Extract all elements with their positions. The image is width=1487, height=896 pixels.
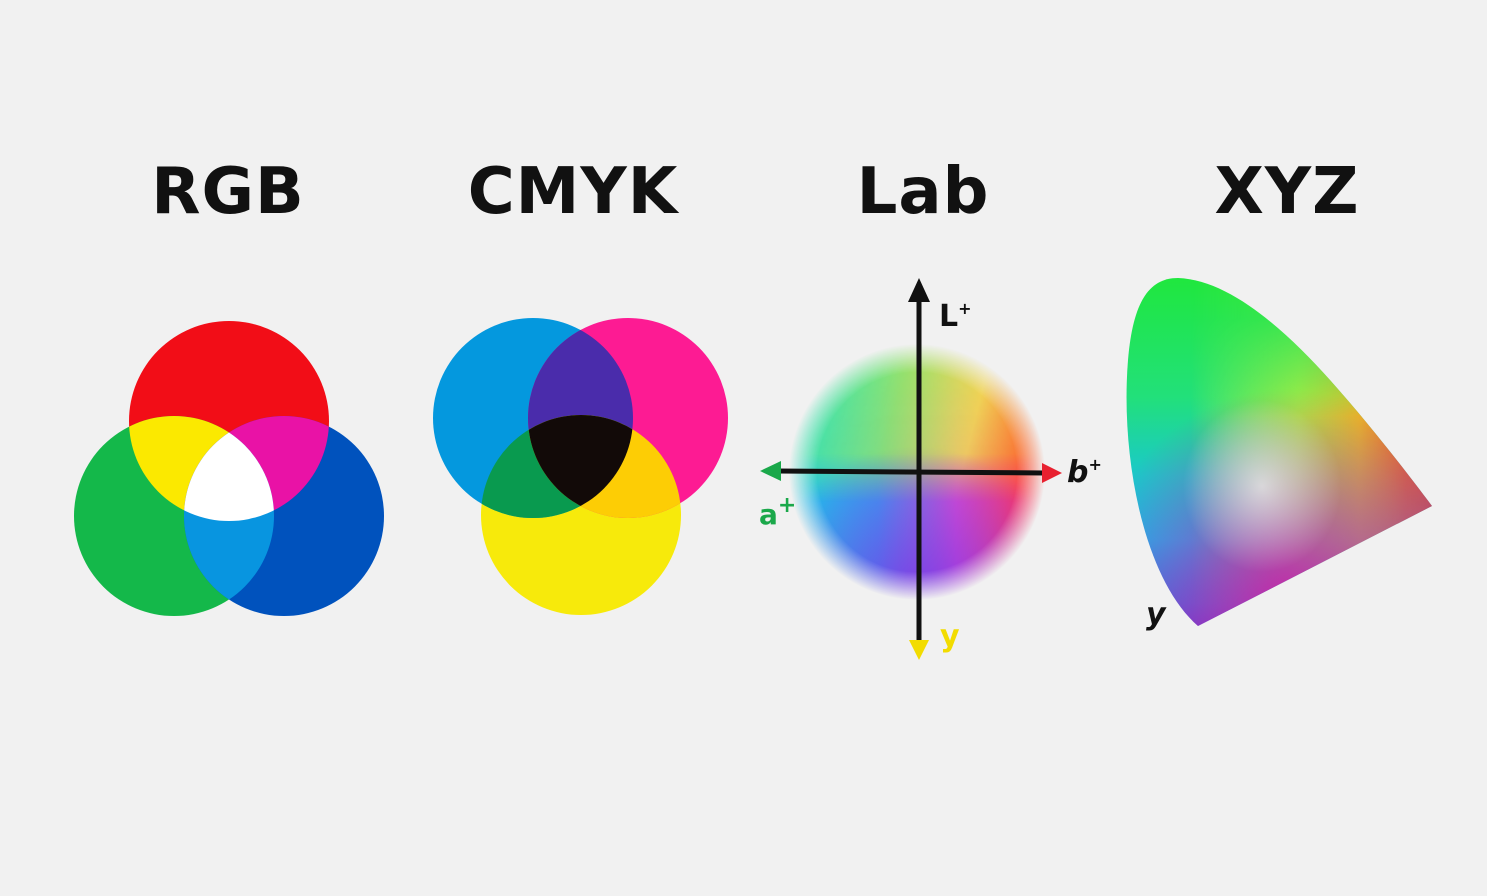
lab-a-label: a xyxy=(759,498,778,531)
rgb-white-center xyxy=(184,416,274,521)
lab-a-sup: + xyxy=(778,493,796,518)
lab-a-arrow-icon xyxy=(760,461,781,481)
svg-text:b+: b+ xyxy=(1067,455,1102,490)
lab-y-label: y xyxy=(940,619,960,654)
xyz-y-label: y xyxy=(1146,597,1167,632)
cmyk-venn xyxy=(433,318,728,615)
lab-b-arrow-icon xyxy=(1042,463,1062,483)
svg-text:a+: a+ xyxy=(759,493,796,531)
lab-b-label: b xyxy=(1067,455,1088,490)
rgb-venn xyxy=(74,321,384,616)
svg-text:L+: L+ xyxy=(939,299,972,334)
lab-l-arrow-icon xyxy=(908,278,930,302)
xyz-title: XYZ xyxy=(1214,155,1360,229)
lab-a-axis-line xyxy=(777,468,1046,476)
rgb-title: RGB xyxy=(151,155,305,229)
lab-l-label: L xyxy=(939,299,958,334)
lab-y-arrow-icon xyxy=(909,640,929,660)
lab-b-sup: + xyxy=(1088,455,1101,474)
cmyk-title: CMYK xyxy=(467,155,679,229)
lab-title: Lab xyxy=(856,155,990,229)
xyz-chromaticity-diagram: y xyxy=(1126,278,1432,632)
lab-axes: L+ a+ b+ y xyxy=(759,278,1102,660)
lab-l-sup: + xyxy=(958,299,971,318)
